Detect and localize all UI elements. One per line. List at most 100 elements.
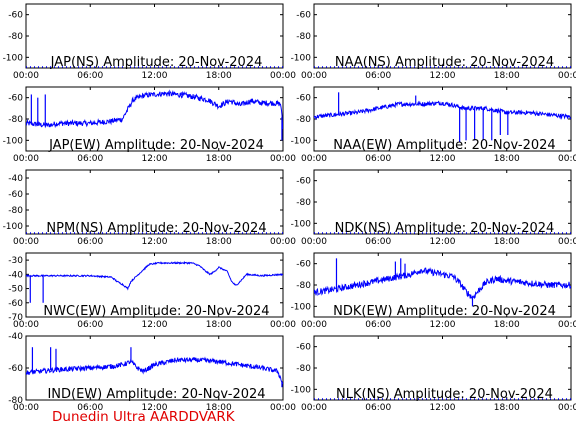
trace-group	[314, 258, 571, 307]
y-tick-label: -100	[3, 53, 24, 63]
data-trace	[26, 260, 283, 291]
y-tick-label: -60	[296, 94, 311, 104]
y-tick-label: -100	[291, 385, 312, 395]
panel-title: NPM(NS) Amplitude: 20-Nov-2024	[46, 221, 266, 236]
x-tick-label: 00:00	[301, 320, 327, 330]
x-tick-label: 00:00	[558, 237, 576, 247]
panel-title: NAA(EW) Amplitude: 20-Nov-2024	[333, 138, 555, 153]
panel-title: NWC(EW) Amplitude: 20-Nov-2024	[43, 304, 269, 319]
x-tick-label: 00:00	[558, 403, 576, 413]
chart-panel-5: 00:00 06:00 12:00 18:00 00:00 -40 -60 -80 -100 NP…	[3, 169, 296, 247]
data-trace	[26, 356, 283, 385]
chart-panel-1: 00:00 06:00 12:00 18:00 00:00 -60 -80 -100 JAP(N…	[3, 3, 296, 81]
y-tick-label: -100	[291, 53, 312, 63]
x-tick-label: 00:00	[301, 71, 327, 81]
y-tick-label: -40	[8, 174, 23, 184]
x-tick-label: 00:00	[13, 403, 39, 413]
x-tick-label: 06:00	[77, 403, 103, 413]
panel-title: NDK(EW) Amplitude: 20-Nov-2024	[333, 304, 556, 319]
x-tick-label: 12:00	[142, 154, 168, 164]
x-tick-label: 06:00	[365, 237, 391, 247]
x-tick-label: 12:00	[142, 71, 168, 81]
x-tick-label: 00:00	[270, 320, 296, 330]
x-tick-label: 06:00	[365, 71, 391, 81]
x-tick-label: 18:00	[494, 403, 520, 413]
y-tick-label: -30	[8, 256, 23, 266]
y-tick-label: -80	[8, 115, 23, 125]
chart-panel-7: 00:00 06:00 12:00 18:00 00:00 -30 -40 -50 -60 -70…	[8, 252, 296, 330]
chart-panel-9: 00:00 06:00 12:00 18:00 00:00 -40 -60 -80 IND(EW…	[8, 332, 296, 413]
x-tick-label: 00:00	[13, 154, 39, 164]
x-tick-label: 12:00	[430, 320, 456, 330]
x-tick-label: 00:00	[270, 237, 296, 247]
data-trace	[26, 89, 283, 130]
x-tick-label: 00:00	[301, 237, 327, 247]
x-tick-label: 06:00	[365, 154, 391, 164]
panel-title: IND(EW) Amplitude: 20-Nov-2024	[47, 387, 265, 402]
x-tick-label: 12:00	[142, 320, 168, 330]
panel-title: JAP(NS) Amplitude: 20-Nov-2024	[50, 55, 263, 70]
x-tick-label: 18:00	[206, 403, 232, 413]
trace-group	[26, 347, 283, 388]
x-tick-label: 12:00	[430, 403, 456, 413]
footer-label: Dunedin Ultra AARDDVARK	[52, 409, 235, 425]
y-tick-label: -60	[296, 177, 311, 187]
x-tick-label: 12:00	[430, 237, 456, 247]
y-tick-label: -60	[296, 260, 311, 270]
data-trace	[314, 267, 571, 300]
x-tick-label: 18:00	[206, 320, 232, 330]
x-tick-label: 18:00	[494, 237, 520, 247]
trace-group	[26, 260, 283, 303]
y-tick-label: -80	[8, 396, 23, 406]
y-tick-label: -60	[8, 190, 23, 200]
chart-panel-2: 00:00 06:00 12:00 18:00 00:00 -60 -80 -100 NAA(N…	[291, 3, 576, 81]
y-tick-label: -60	[296, 11, 311, 21]
y-tick-label: -50	[8, 285, 23, 295]
x-tick-label: 06:00	[365, 320, 391, 330]
x-tick-label: 00:00	[301, 154, 327, 164]
x-tick-label: 18:00	[206, 154, 232, 164]
chart-panel-8: 00:00 06:00 12:00 18:00 00:00 -60 -80 -100 NDK(E…	[291, 252, 576, 330]
chart-panel-4: 00:00 06:00 12:00 18:00 00:00 -60 -80 -100 NAA(E…	[291, 86, 576, 164]
chart-panel-10: 00:00 06:00 12:00 18:00 00:00 -60 -80 -100 NLK(N…	[291, 335, 576, 413]
x-tick-label: 00:00	[558, 71, 576, 81]
x-tick-label: 18:00	[494, 320, 520, 330]
chart-panel-3: 00:00 06:00 12:00 18:00 00:00 -60 -80 -100 JAP(E…	[3, 86, 296, 164]
x-tick-label: 12:00	[142, 237, 168, 247]
y-tick-label: -100	[291, 219, 312, 229]
y-tick-label: -80	[8, 206, 23, 216]
y-tick-label: -80	[8, 32, 23, 42]
x-tick-label: 12:00	[142, 403, 168, 413]
x-tick-label: 06:00	[77, 71, 103, 81]
y-tick-label: -40	[8, 332, 23, 342]
x-tick-label: 06:00	[77, 320, 103, 330]
x-tick-label: 18:00	[494, 154, 520, 164]
y-tick-label: -80	[296, 32, 311, 42]
data-trace	[314, 100, 571, 121]
x-tick-label: 00:00	[13, 71, 39, 81]
x-tick-label: 00:00	[270, 71, 296, 81]
panel-title: NDK(NS) Amplitude: 20-Nov-2024	[335, 221, 555, 236]
x-tick-label: 12:00	[430, 154, 456, 164]
x-tick-label: 12:00	[430, 71, 456, 81]
x-tick-label: 06:00	[77, 154, 103, 164]
panel-title: NLK(NS) Amplitude: 20-Nov-2024	[336, 387, 553, 402]
y-tick-label: -60	[8, 11, 23, 21]
y-tick-label: -60	[8, 364, 23, 374]
x-tick-label: 18:00	[206, 237, 232, 247]
x-tick-label: 18:00	[206, 71, 232, 81]
y-tick-label: -100	[3, 222, 24, 232]
x-tick-label: 00:00	[301, 403, 327, 413]
x-tick-label: 06:00	[365, 403, 391, 413]
y-tick-label: -100	[3, 136, 24, 146]
panel-title: NAA(NS) Amplitude: 20-Nov-2024	[335, 55, 554, 70]
y-tick-label: -60	[8, 299, 23, 309]
y-tick-label: -60	[8, 94, 23, 104]
x-tick-label: 18:00	[494, 71, 520, 81]
trace-group	[314, 92, 571, 143]
trace-group	[26, 89, 283, 141]
x-tick-label: 00:00	[270, 154, 296, 164]
x-tick-label: 00:00	[13, 320, 39, 330]
x-tick-label: 00:00	[13, 237, 39, 247]
